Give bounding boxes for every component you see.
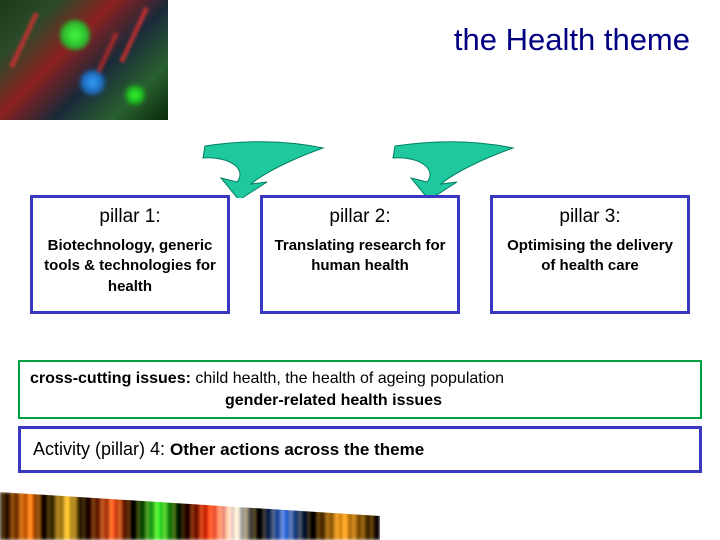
page-title: the Health theme [454,22,690,58]
cross-cutting-box: cross-cutting issues: child health, the … [18,360,702,419]
pillar-3: pillar 3: Optimising the delivery of hea… [490,195,690,314]
pillar-3-title: pillar 3: [499,206,681,228]
activity-label: Activity (pillar) 4: [33,439,165,459]
activity-box: Activity (pillar) 4: Other actions acros… [18,426,702,473]
cross-cutting-label: cross-cutting issues: [30,370,191,387]
pillar-1-title: pillar 1: [39,206,221,228]
pillar-2: pillar 2: Translating research for human… [260,195,460,314]
cross-cutting-line2: gender-related health issues [225,392,442,409]
pillar-3-body: Optimising the delivery of health care [499,236,681,277]
cross-cutting-line1: child health, the health of ageing popul… [195,370,504,387]
decorative-microscopy-image [0,0,168,120]
pillar-1: pillar 1: Biotechnology, generic tools &… [30,195,230,314]
pillars-row: pillar 1: Biotechnology, generic tools &… [30,195,690,314]
pillar-2-body: Translating research for human health [269,236,451,277]
flow-arrows [0,138,720,198]
decorative-bottom-image [0,492,380,540]
activity-body: Other actions across the theme [170,440,424,459]
pillar-1-body: Biotechnology, generic tools & technolog… [39,236,221,297]
pillar-2-title: pillar 2: [269,206,451,228]
